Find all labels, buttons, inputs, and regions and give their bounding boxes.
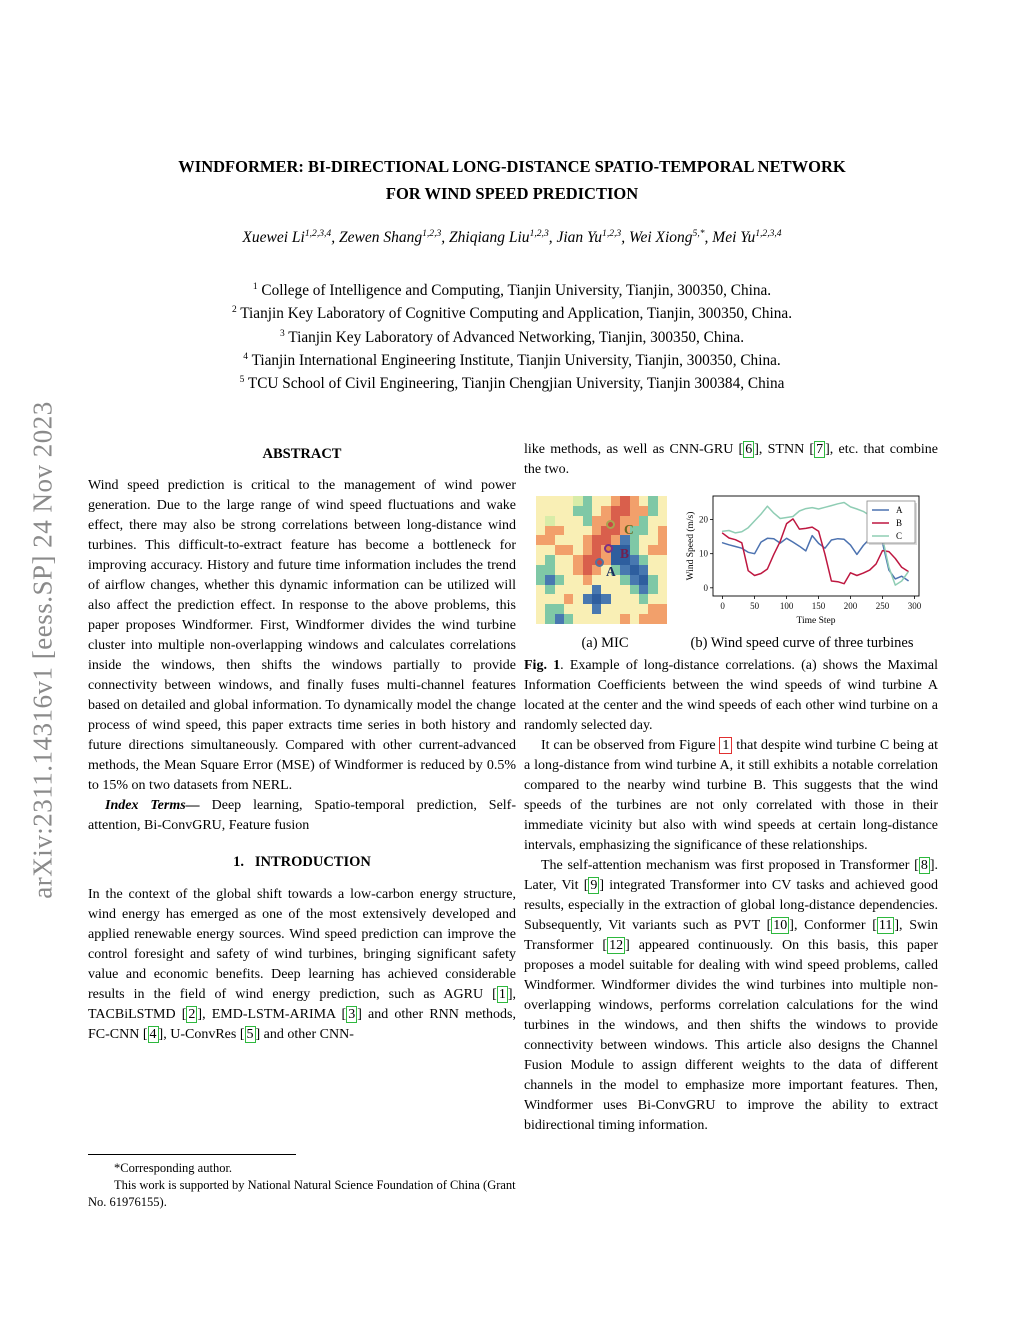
abstract-body: Wind speed prediction is critical to the…	[88, 478, 516, 793]
y-tick-label: 20	[699, 515, 709, 525]
right-paragraph-3: The self-attention mechanism was first p…	[524, 857, 938, 1133]
affiliation-3: 3 Tianjin Key Laboratory of Advanced Net…	[279, 328, 745, 346]
turbine-label-A: A	[606, 564, 616, 579]
turbine-marker-C	[605, 519, 615, 529]
introduction-paragraph: In the context of the global shift towar…	[88, 887, 516, 1043]
superscript: 5,*	[692, 227, 705, 239]
x-tick-label: 200	[844, 601, 858, 611]
footnote-line-1: *Corresponding author.	[114, 1161, 233, 1175]
turbine-label-B: B	[620, 546, 630, 561]
abstract-heading: ABSTRACT	[262, 446, 342, 462]
left-column: ABSTRACT Wind speed prediction is critic…	[88, 440, 516, 1045]
emphasis-text: Fig. 1	[524, 658, 561, 673]
affiliation-2: 2 Tianjin Key Laboratory of Cognitive Co…	[231, 305, 793, 323]
x-tick-label: 300	[908, 601, 922, 611]
superscript: 1,2,3	[529, 227, 549, 239]
superscript: 3	[279, 328, 285, 339]
right-column: like methods, as well as CNN-GRU [6], ST…	[524, 440, 938, 1136]
figure-reference-link[interactable]: 1	[719, 737, 733, 754]
arxiv-watermark: arXiv:2311.14316v1 [eess.SP] 24 Nov 2023	[27, 401, 58, 899]
citation-link[interactable]: 2	[186, 1006, 198, 1023]
citation-link[interactable]: 7	[814, 441, 826, 458]
citation-link[interactable]: 9	[588, 877, 600, 894]
legend-label-B: B	[896, 518, 902, 528]
superscript: 1,2,3,4	[304, 227, 332, 239]
y-axis-label: Wind Speed (m/s)	[685, 512, 696, 581]
y-tick-label: 0	[704, 583, 709, 593]
emphasis-text: Index Terms—	[105, 798, 200, 813]
affiliations: 1 College of Intelligence and Computing,…	[30, 279, 994, 395]
citation-link[interactable]: 11	[876, 917, 895, 934]
wind-speed-chart: 0 50 100 150 200 250 300 0 10 20 Time Step Wind Spe…	[685, 495, 922, 626]
superscript: 5	[239, 375, 245, 386]
authors-line: Xuewei Li1,2,3,4, Zewen Shang1,2,3, Zhiq…	[242, 227, 782, 246]
subcaption-b: (b) Wind speed curve of three turbines	[690, 635, 914, 651]
superscript: 1	[252, 281, 258, 292]
index-terms: Index Terms— Deep learning, Spatio-tempo…	[88, 798, 516, 833]
affiliation-5: 5 TCU School of Civil Engineering, Tianj…	[239, 375, 785, 393]
affiliation-1: 1 College of Intelligence and Computing,…	[252, 281, 772, 299]
x-tick-label: 100	[780, 601, 794, 611]
paper-title: WINDFORMER: BI-DIRECTIONAL LONG-DISTANCE…	[178, 157, 846, 203]
x-axis-label: Time Step	[797, 616, 836, 626]
turbine-label-C: C	[624, 522, 634, 537]
citation-link[interactable]: 4	[147, 1026, 159, 1043]
legend-label-A: A	[896, 505, 903, 515]
superscript: 1,2,3,4	[755, 227, 782, 239]
footnote-line-2: This work is supported by National Natur…	[88, 1177, 516, 1209]
introduction-heading: 1. INTRODUCTION	[233, 854, 371, 870]
mic-heatmap-grid	[536, 496, 667, 624]
superscript: 2	[231, 305, 237, 316]
citation-link[interactable]: 10	[771, 917, 790, 934]
citation-link[interactable]: 6	[743, 441, 755, 458]
footnote-rule	[88, 1154, 296, 1155]
right-paragraph-2: It can be observed from Figure 1 that de…	[524, 737, 939, 853]
x-tick-label: 50	[750, 601, 760, 611]
affiliation-4: 4 Tianjin International Engineering Inst…	[243, 351, 781, 369]
citation-link[interactable]: 8	[918, 857, 930, 874]
superscript: 4	[243, 351, 249, 362]
turbine-marker-A	[594, 557, 604, 567]
superscript: 1,2,3	[602, 227, 622, 239]
turbine-marker-B	[603, 543, 613, 553]
x-tick-label: 250	[876, 601, 890, 611]
citation-link[interactable]: 12	[607, 937, 626, 954]
y-tick-label: 10	[699, 549, 709, 559]
citation-link[interactable]: 5	[244, 1026, 256, 1043]
x-tick-label: 0	[720, 601, 725, 611]
superscript: 1,2,3	[422, 227, 442, 239]
series-line-B	[721, 518, 909, 585]
legend-label-C: C	[896, 531, 902, 541]
figure-1-caption: Fig. 1. Example of long-distance correla…	[524, 658, 938, 733]
citation-link[interactable]: 3	[346, 1006, 358, 1023]
footnote: *Corresponding author. This work is supp…	[88, 1154, 516, 1210]
x-tick-label: 150	[812, 601, 826, 611]
citation-link[interactable]: 1	[496, 986, 508, 1003]
right-paragraph-1: like methods, as well as CNN-GRU [6], ST…	[524, 441, 938, 477]
subcaption-a: (a) MIC	[581, 635, 629, 651]
